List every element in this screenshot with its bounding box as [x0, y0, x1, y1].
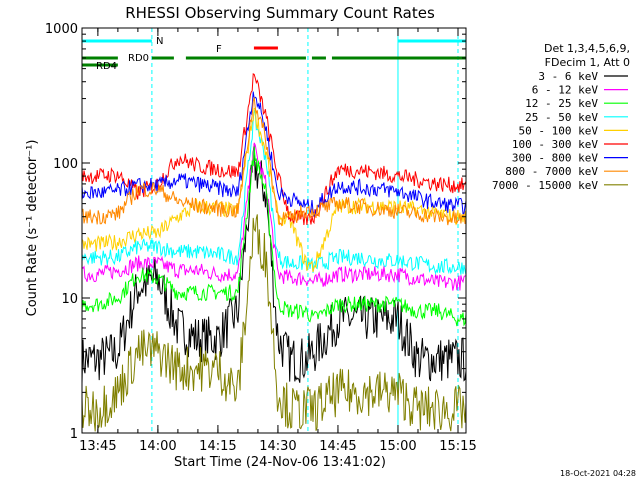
legend-entry-label: 800 - 7000 keV	[505, 165, 598, 178]
plot-frame	[81, 27, 467, 434]
series-line	[81, 143, 467, 384]
flag-label-rd0: RD0	[128, 53, 149, 64]
legend-entry-label: 300 - 800 keV	[512, 152, 598, 165]
x-tick-label: 13:45	[79, 439, 116, 454]
flag-label-night: N	[156, 36, 163, 47]
y-tick-label: 10	[61, 292, 78, 307]
x-tick-label: 14:00	[139, 439, 176, 454]
timestamp: 18-Oct-2021 04:28	[560, 469, 636, 478]
flag-label-rd4: RD4	[96, 61, 117, 72]
chart-title: RHESSI Observing Summary Count Rates	[125, 4, 435, 22]
legend-entry-label: 50 - 100 keV	[519, 124, 599, 137]
y-tick-label: 1000	[45, 22, 78, 37]
flag-label-flare: F	[216, 44, 222, 55]
series-line	[81, 97, 467, 227]
legend-header-line-2: FDecim 1, Att 0	[545, 56, 630, 69]
legend-entry-label: 25 - 50 keV	[525, 111, 598, 124]
legend-entry-label: 12 - 25 keV	[525, 97, 598, 110]
series-line	[81, 214, 467, 432]
series-line	[81, 73, 467, 226]
y-tick-label: 1	[70, 427, 78, 442]
series-line	[81, 146, 467, 327]
series-line	[81, 142, 466, 291]
x-tick-label: 14:30	[259, 439, 296, 454]
legend-entry-label: 7000 - 15000 keV	[492, 179, 598, 192]
x-tick-label: 15:15	[439, 439, 476, 454]
series-line	[81, 109, 467, 276]
x-axis-label: Start Time (24-Nov-06 13:41:02)	[174, 455, 386, 470]
x-tick-label: 14:45	[319, 439, 356, 454]
y-axis-label: Count Rate (s⁻¹ detector⁻¹)	[25, 140, 40, 317]
legend-entry-label: 3 - 6 keV	[538, 70, 598, 83]
legend-header-line-1: Det 1,3,4,5,6,9,	[544, 42, 630, 55]
legend-entry-label: 6 - 12 keV	[532, 84, 599, 97]
x-tick-label: 14:15	[199, 439, 236, 454]
series-line	[81, 91, 467, 218]
legend-entry-label: 100 - 300 keV	[512, 138, 598, 151]
y-tick-label: 100	[53, 157, 78, 172]
x-tick-label: 15:00	[379, 439, 416, 454]
